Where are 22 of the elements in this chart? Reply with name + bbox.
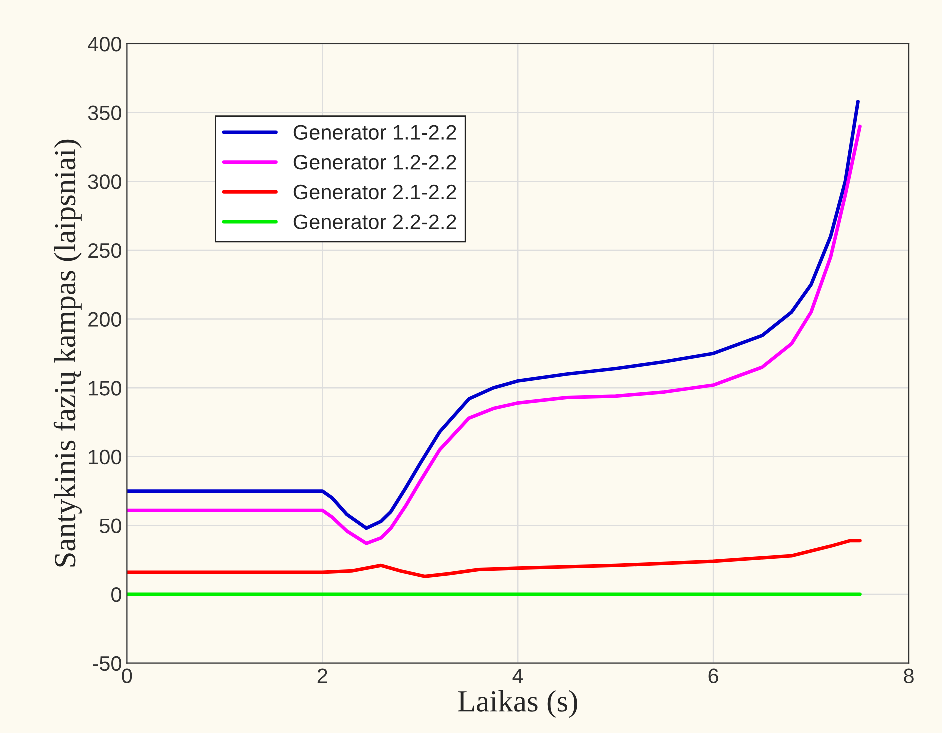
y-tick-label: 400: [88, 36, 122, 52]
y-tick-label: 50: [100, 518, 122, 534]
x-tick-label: 8: [904, 668, 914, 684]
y-tick-label: 0: [112, 588, 122, 602]
y-tick-label: 350: [88, 106, 122, 121]
x-axis-title: Laikas (s): [458, 690, 578, 718]
x-tick-label: 6: [708, 668, 718, 684]
y-tick-label: 100: [89, 450, 122, 465]
y-tick-label: 250: [88, 243, 122, 258]
y-tick-label: -50: [93, 656, 122, 672]
x-tick-label: 0: [122, 668, 132, 684]
y-tick-label: 200: [88, 312, 122, 328]
legend-label: Generator 2.1-2.2: [294, 184, 456, 200]
legend-label: Generator 1.1-2.2: [294, 125, 456, 140]
legend-label: Generator 1.2-2.2: [294, 155, 456, 170]
y-axis-title: Santykinis fazių kampas (laipsniai): [54, 140, 82, 567]
line-series: [127, 539, 862, 578]
x-tick-label: 2: [318, 668, 328, 684]
y-tick-label: 300: [88, 174, 122, 190]
x-tick-label: 4: [512, 668, 524, 684]
legend-label: Generator 2.2-2.2: [294, 214, 456, 230]
y-tick-label: 150: [89, 381, 122, 396]
